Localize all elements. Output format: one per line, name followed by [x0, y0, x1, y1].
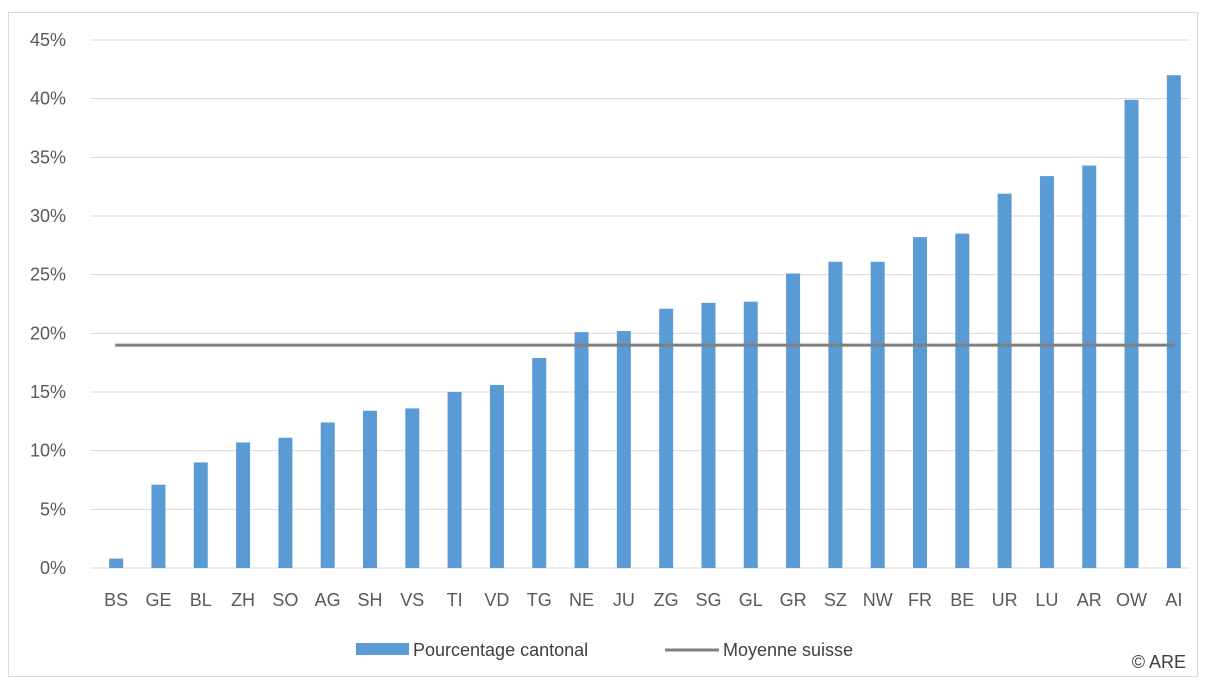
copyright-credit: © ARE: [1132, 652, 1186, 672]
bar-ai: [1166, 75, 1181, 568]
legend: Pourcentage cantonal Moyenne suisse: [356, 640, 853, 660]
x-tick-label: AR: [1077, 590, 1102, 610]
legend-label-moyenne: Moyenne suisse: [723, 640, 853, 660]
bar-nw: [870, 261, 885, 568]
legend-label-pourcentage: Pourcentage cantonal: [413, 640, 588, 660]
bar-bs: [109, 558, 124, 568]
bar-lu: [1039, 176, 1054, 568]
x-tick-label: ZH: [231, 590, 255, 610]
bar-zg: [659, 308, 674, 568]
x-tick-label: BL: [190, 590, 212, 610]
y-axis: 0% 5% 10% 15% 20% 25% 30% 35% 40% 45%: [30, 30, 66, 578]
bar-vs: [405, 408, 420, 568]
legend-swatch-pourcentage: [356, 643, 409, 655]
x-tick-label: BS: [104, 590, 128, 610]
bar-be: [955, 233, 970, 568]
x-tick-label: SZ: [824, 590, 847, 610]
x-tick-label: NW: [863, 590, 893, 610]
x-tick-label: GE: [145, 590, 171, 610]
bar-gr: [786, 273, 801, 568]
bar-ar: [1082, 165, 1097, 568]
x-tick-label: AG: [315, 590, 341, 610]
bar-ti: [447, 392, 462, 568]
y-tick-label: 20%: [30, 323, 66, 343]
y-tick-label: 10%: [30, 441, 66, 461]
bar-ag: [320, 422, 335, 568]
x-tick-label: BE: [950, 590, 974, 610]
x-tick-label: AI: [1165, 590, 1182, 610]
bar-tg: [532, 357, 547, 568]
bar-zh: [236, 442, 251, 568]
bar-bl: [193, 462, 208, 568]
bar-sz: [828, 261, 843, 568]
x-tick-label: TG: [527, 590, 552, 610]
bar-sh: [363, 410, 377, 568]
y-tick-label: 30%: [30, 206, 66, 226]
x-tick-label: FR: [908, 590, 932, 610]
bar-ne: [574, 332, 589, 568]
bar-vd: [489, 384, 504, 568]
bar-ur: [997, 193, 1012, 568]
y-tick-label: 0%: [40, 558, 66, 578]
x-tick-label: VD: [484, 590, 509, 610]
gridlines: [90, 39, 1190, 569]
bar-series: [109, 75, 1181, 568]
x-tick-label: SH: [357, 590, 382, 610]
x-tick-label: SG: [695, 590, 721, 610]
x-tick-label: NE: [569, 590, 594, 610]
y-tick-label: 5%: [40, 499, 66, 519]
y-tick-label: 25%: [30, 265, 66, 285]
bar-ju: [616, 330, 631, 568]
bar-fr: [913, 237, 927, 568]
x-tick-label: VS: [400, 590, 424, 610]
x-tick-label: SO: [272, 590, 298, 610]
y-tick-label: 15%: [30, 382, 66, 402]
x-tick-label: UR: [992, 590, 1018, 610]
x-tick-label: JU: [613, 590, 635, 610]
x-axis: BS GE BL ZH SO AG SH VS TI VD TG NE JU ZG SG GL GR SZ NW FR…: [104, 590, 1182, 610]
y-tick-label: 40%: [30, 89, 66, 109]
bar-so: [278, 437, 293, 568]
y-tick-label: 45%: [30, 30, 66, 50]
x-tick-label: GR: [780, 590, 807, 610]
x-tick-label: OW: [1116, 590, 1147, 610]
bar-ge: [151, 484, 166, 568]
bar-ow: [1124, 99, 1139, 568]
bar-gl: [743, 301, 758, 568]
bar-sg: [701, 302, 716, 568]
y-tick-label: 35%: [30, 147, 66, 167]
x-tick-label: GL: [739, 590, 763, 610]
x-tick-label: LU: [1035, 590, 1058, 610]
x-tick-label: ZG: [654, 590, 679, 610]
x-tick-label: TI: [447, 590, 463, 610]
